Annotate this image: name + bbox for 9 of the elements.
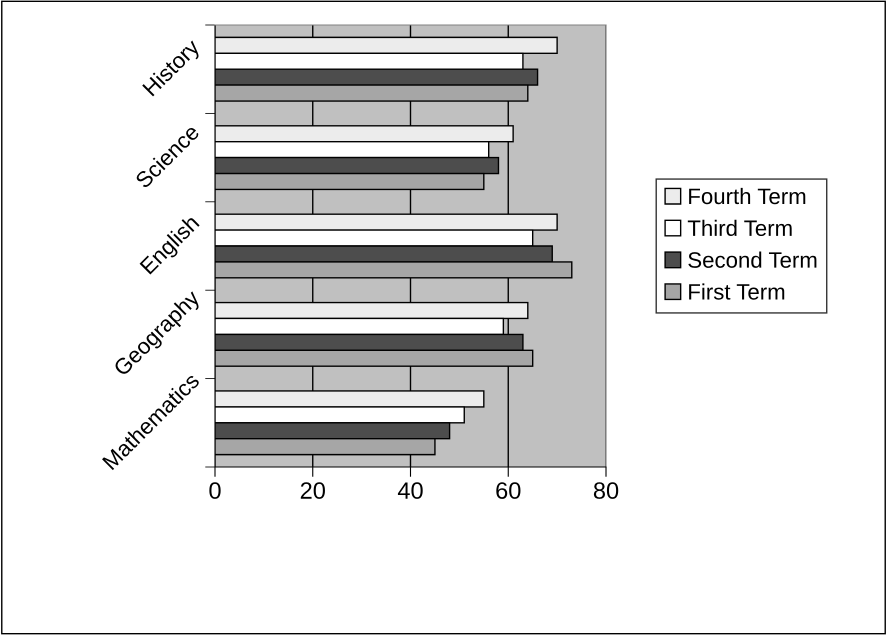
legend-label: First Term [689, 283, 784, 300]
x-tick-label: 80 [594, 482, 618, 499]
legend-label: Third Term [688, 220, 792, 236]
legend-label: Second Term [688, 252, 816, 268]
legend-label: Fourth Term [689, 188, 806, 204]
x-tick-label: 60 [496, 482, 520, 499]
x-tick-label: 0 [209, 482, 221, 499]
x-tick-label: 40 [398, 482, 423, 499]
x-tick-label: 20 [300, 482, 325, 499]
